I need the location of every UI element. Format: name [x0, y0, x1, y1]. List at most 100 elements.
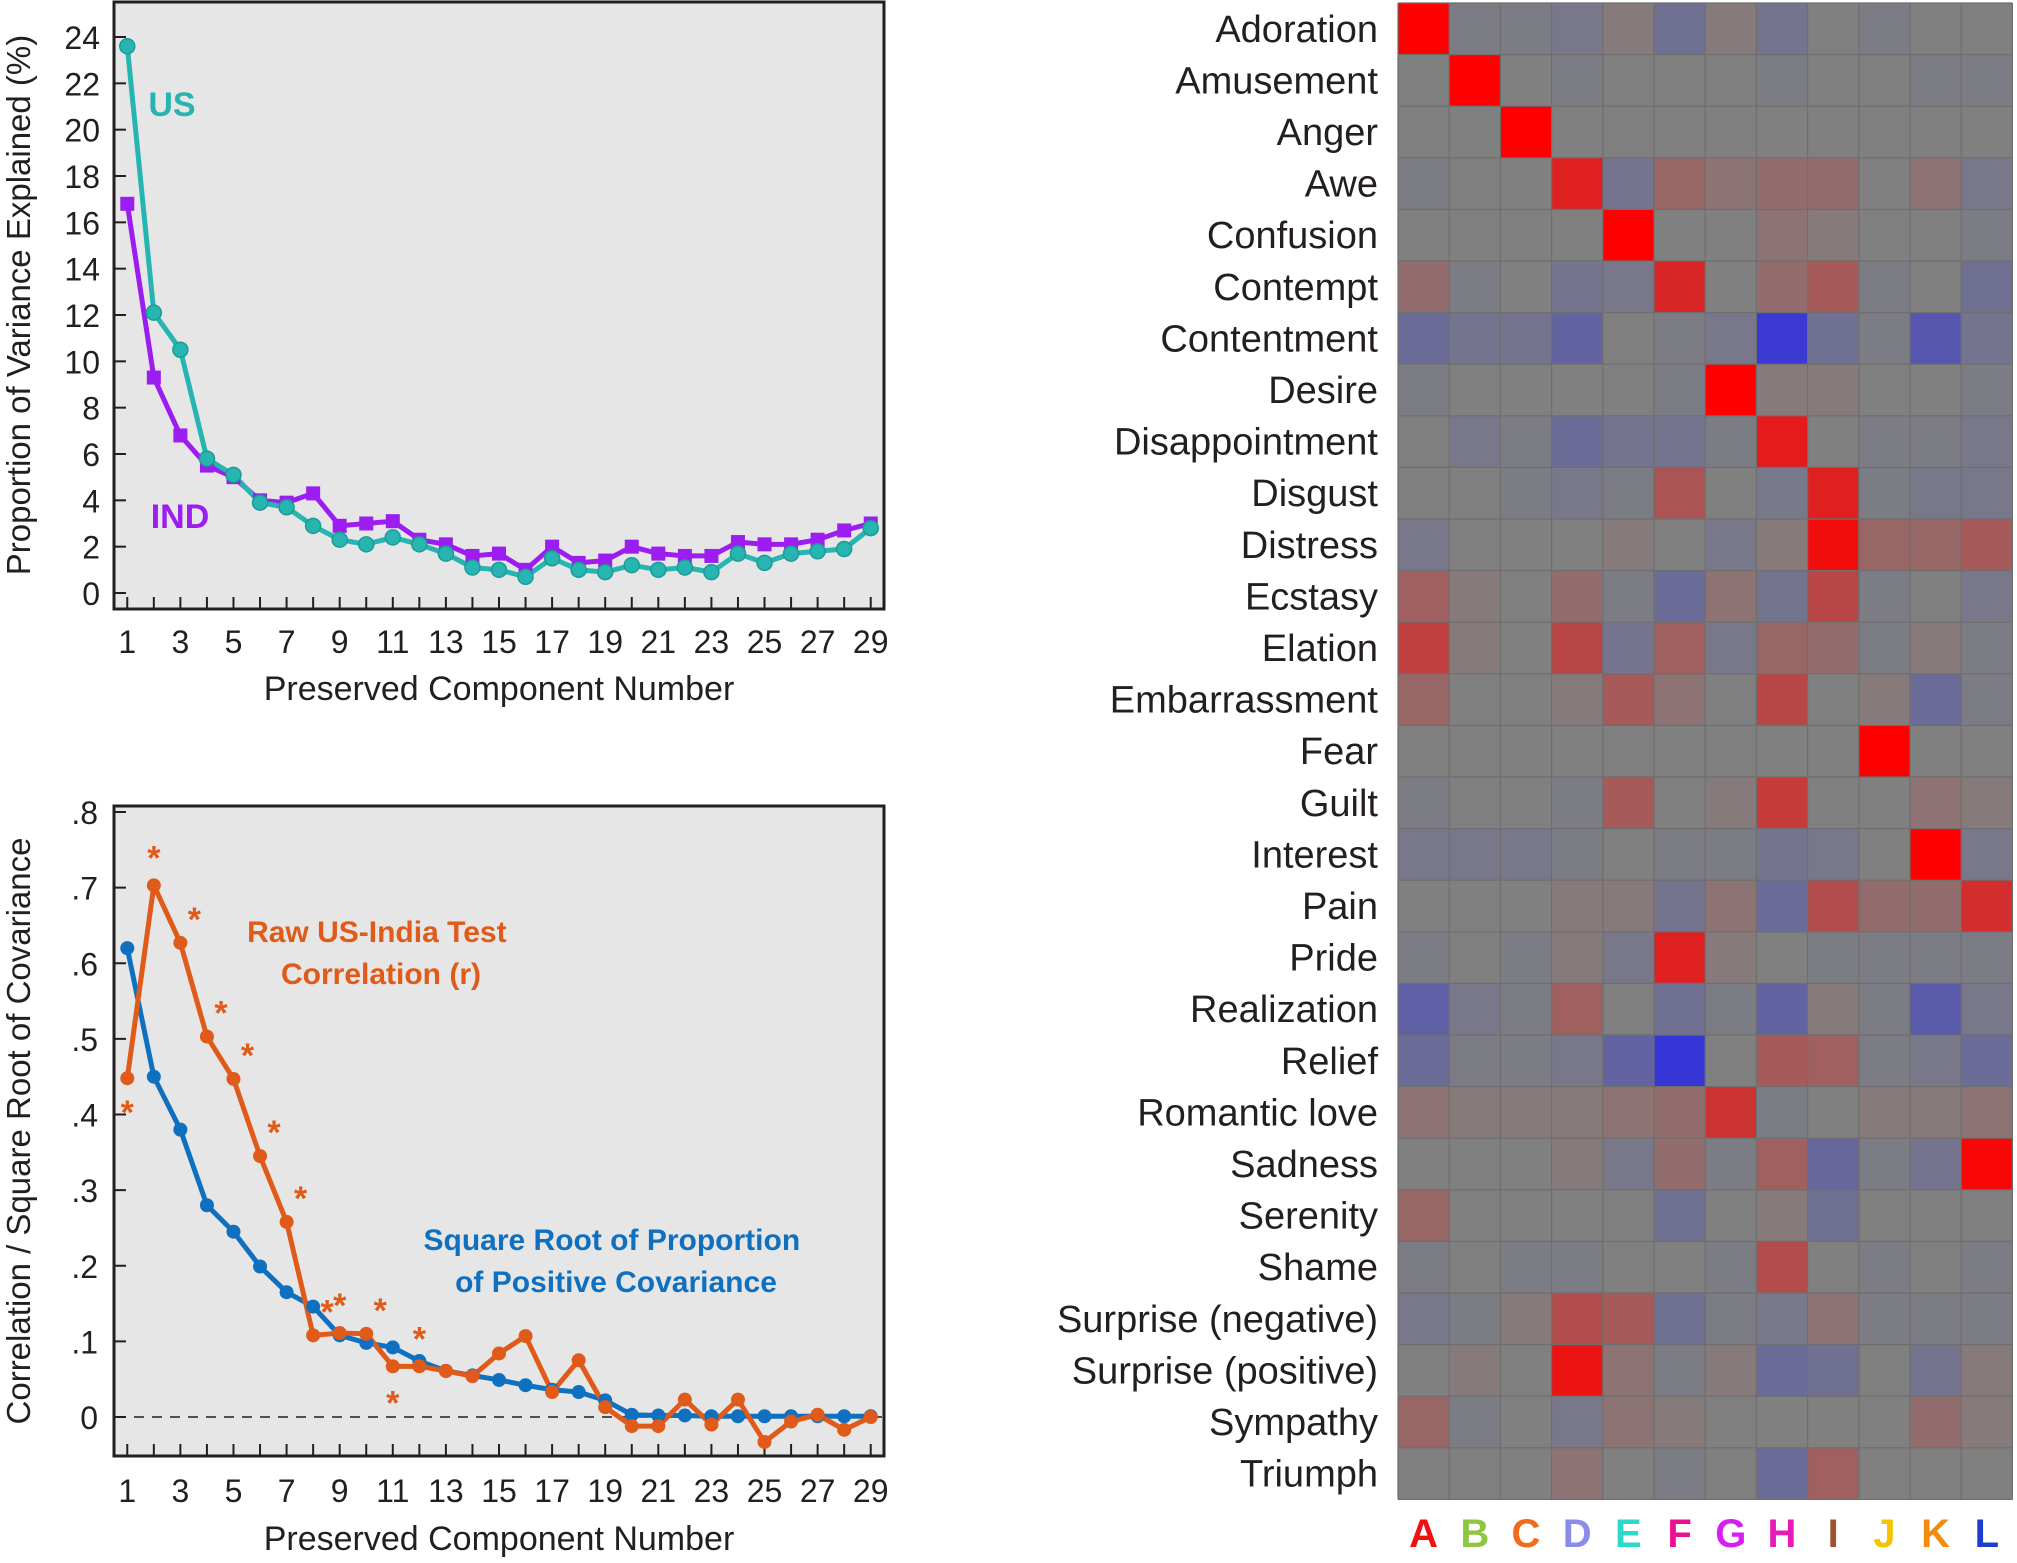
raw-correlation-point	[837, 1422, 852, 1437]
variance-point-us	[304, 517, 322, 535]
heatmap-cell	[1910, 828, 1962, 881]
heatmap-cell	[1654, 622, 1706, 675]
heatmap-row-label: Elation	[1262, 628, 1378, 670]
heatmap-cell	[1705, 415, 1757, 468]
heatmap-cell	[1654, 983, 1706, 1036]
heatmap-row-label: Fear	[1300, 731, 1378, 773]
heatmap-cell	[1756, 54, 1809, 107]
correlation-y-tick-label: .5	[71, 1022, 98, 1058]
heatmap-cell	[1756, 415, 1809, 468]
significance-star: *	[214, 995, 228, 1033]
heatmap-cell	[1551, 3, 1604, 56]
heatmap-cell	[1807, 1344, 1860, 1397]
heatmap-cell	[1705, 1035, 1757, 1088]
heatmap-cell	[1910, 261, 1962, 314]
sqrt-covariance-point	[226, 1224, 241, 1239]
heatmap-cell	[1398, 1293, 1450, 1346]
heatmap-cell	[1398, 777, 1450, 830]
heatmap-cell	[1961, 673, 2013, 726]
correlation-y-tick-label: 0	[80, 1400, 98, 1436]
heatmap-cell	[1910, 1035, 1962, 1088]
heatmap-cell	[1858, 983, 1911, 1036]
heatmap-cell	[1910, 415, 1962, 468]
heatmap-cell	[1449, 1086, 1501, 1139]
variance-x-axis-label: Preserved Component Number	[264, 670, 735, 708]
heatmap-cell	[1910, 1241, 1962, 1294]
heatmap-cell	[1961, 622, 2013, 675]
heatmap-cell	[1654, 570, 1706, 623]
heatmap-cell	[1602, 3, 1655, 56]
heatmap-cell	[1961, 983, 2013, 1036]
heatmap-cell	[1602, 931, 1655, 984]
heatmap-cell	[1398, 415, 1450, 468]
heatmap-cell	[1500, 1241, 1553, 1294]
variance-plot-area	[112, 0, 886, 611]
heatmap-cell	[1654, 1138, 1706, 1191]
heatmap-cell	[1500, 931, 1553, 984]
heatmap-cell	[1807, 1138, 1860, 1191]
significance-star: *	[121, 1094, 135, 1132]
heatmap-cell	[1910, 622, 1962, 675]
heatmap-cell	[1602, 261, 1655, 314]
variance-point-us	[729, 545, 747, 562]
heatmap-cell	[1858, 1035, 1911, 1088]
raw-correlation-point	[173, 935, 188, 950]
heatmap-column-label: H	[1768, 1512, 1797, 1556]
heatmap-column-label: J	[1873, 1512, 1895, 1556]
correlation-x-tick-label: 25	[747, 1473, 783, 1509]
heatmap-cell	[1398, 106, 1450, 159]
correlation-y-axis: 0 .1 .2 .3 .4 .5 .6 .7 .8	[71, 795, 126, 1436]
heatmap-cell	[1858, 261, 1911, 314]
heatmap-cell	[1449, 570, 1501, 623]
raw-correlation-point	[651, 1419, 666, 1434]
heatmap-cell	[1705, 777, 1757, 830]
heatmap-cell	[1807, 519, 1860, 572]
heatmap-cell	[1602, 880, 1655, 933]
heatmap-cell	[1654, 54, 1706, 107]
heatmap-cell	[1398, 467, 1450, 520]
heatmap-cell	[1398, 725, 1450, 778]
raw-correlation-point	[253, 1149, 268, 1164]
variance-x-tick-label: 23	[694, 624, 730, 660]
heatmap-cell	[1807, 983, 1860, 1036]
raw-correlation-point	[199, 1029, 214, 1044]
heatmap-row-label: Relief	[1281, 1041, 1379, 1083]
heatmap-cell	[1551, 519, 1604, 572]
heatmap-cell	[1551, 209, 1604, 262]
heatmap-row-labels: Adoration Amusement Anger Awe Confusion Conte…	[1057, 9, 1378, 1496]
heatmap-cell	[1910, 777, 1962, 830]
heatmap-cell	[1500, 570, 1553, 623]
heatmap-cell	[1807, 3, 1860, 56]
heatmap-cell	[1602, 312, 1655, 365]
heatmap-cell	[1705, 673, 1757, 726]
correlation-x-tick-label: 3	[171, 1473, 189, 1509]
heatmap-cell	[1705, 1138, 1757, 1191]
variance-point-ind	[146, 370, 161, 385]
heatmap-cell	[1705, 209, 1757, 262]
sqrt-covariance-point	[199, 1198, 214, 1213]
raw-correlation-point	[571, 1353, 586, 1368]
variance-point-us	[145, 304, 163, 321]
raw-correlation-label: Raw US-India Test Correlation (r)	[247, 916, 515, 991]
correlation-y-tick-label: .1	[71, 1324, 98, 1360]
heatmap-cell	[1807, 157, 1860, 210]
heatmap-cell	[1858, 106, 1911, 159]
heatmap-cell	[1807, 1189, 1860, 1242]
heatmap-cell	[1910, 983, 1962, 1036]
heatmap-cell	[1910, 157, 1962, 210]
heatmap-row-label: Adoration	[1215, 9, 1378, 51]
heatmap-cell	[1807, 1293, 1860, 1346]
heatmap-cell	[1756, 1241, 1809, 1294]
heatmap-cell	[1602, 725, 1655, 778]
heatmap-cell	[1398, 673, 1450, 726]
heatmap-cell	[1807, 1035, 1860, 1088]
correlation-x-tick-label: 23	[694, 1473, 730, 1509]
significance-star: *	[188, 901, 202, 939]
heatmap-cell	[1602, 1241, 1655, 1294]
heatmap-cell	[1398, 622, 1450, 675]
variance-point-us	[198, 450, 216, 467]
heatmap-cell	[1961, 106, 2013, 159]
heatmap-cell	[1500, 725, 1553, 778]
heatmap-cell	[1807, 1241, 1860, 1294]
heatmap-cell	[1500, 1189, 1553, 1242]
